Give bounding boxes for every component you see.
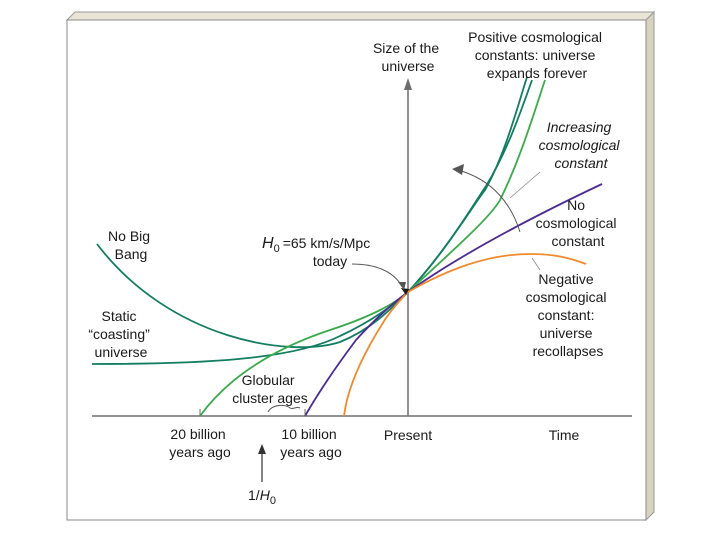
- label-line: cosmological: [526, 289, 607, 305]
- curve-no-lambda: [304, 183, 603, 417]
- tick-label-line: 10 billion: [281, 426, 336, 442]
- label-no-lambda: No cosmological constant: [536, 197, 621, 249]
- label-static-coasting: Static “coasting” universe: [88, 308, 153, 360]
- hubble-time-label: 1/H0: [248, 487, 276, 507]
- label-line: constants: universe: [475, 47, 596, 63]
- label-line: Negative: [538, 271, 593, 287]
- label-hubble-today: today: [313, 253, 347, 269]
- frame: [66, 19, 647, 521]
- h0-subscript: 0: [274, 243, 280, 255]
- label-line: “coasting”: [88, 326, 150, 342]
- label-line: cosmological: [539, 137, 621, 153]
- hubble-time-sub: 0: [270, 495, 276, 507]
- hubble-time-h: H: [260, 487, 271, 503]
- label-increasing-lambda: Increasing cosmological constant: [539, 119, 624, 171]
- label-positive-lambda: Positive cosmological constants: univers…: [468, 29, 606, 81]
- label-line: Static: [102, 308, 137, 324]
- label-globular-clusters: Globular cluster ages: [232, 372, 307, 406]
- label-line: constant: [552, 233, 605, 249]
- y-axis-arrowhead: [404, 78, 412, 90]
- label-line: universe: [540, 325, 593, 341]
- hubble-time-one-over: 1/: [248, 487, 260, 503]
- label-line: expands forever: [487, 65, 588, 81]
- frame-shadow-right: [645, 10, 655, 522]
- label-line: cluster ages: [232, 390, 307, 406]
- y-axis-label: Size of the universe: [373, 40, 443, 74]
- tick-label-20-billion: 20 billion years ago: [169, 426, 231, 460]
- tick-label-present: Present: [384, 427, 432, 443]
- hubble-time-arrowhead: [258, 444, 266, 454]
- label-line: universe: [95, 344, 148, 360]
- curve-negative-lambda: [343, 253, 587, 417]
- label-line: constant:: [538, 307, 595, 323]
- label-line: Globular: [242, 372, 295, 388]
- label-hubble-constant: H0 =65 km/s/Mpc: [262, 235, 370, 255]
- present-intersection-marker: [401, 288, 409, 295]
- increasing-arrow: [457, 169, 521, 233]
- label-line: Bang: [115, 246, 148, 262]
- tick-label-line: years ago: [169, 444, 231, 460]
- tick-label-line: years ago: [280, 444, 342, 460]
- negative-leader: [531, 257, 541, 271]
- tick-label-10-billion: 10 billion years ago: [280, 426, 342, 460]
- increasing-leader: [509, 171, 541, 199]
- x-axis-label: Time: [549, 427, 580, 443]
- label-line: cosmological: [536, 215, 617, 231]
- h0-pointer-arrowhead: [398, 282, 406, 290]
- label-line: recollapses: [533, 343, 604, 359]
- tick-label-line: 20 billion: [170, 426, 225, 442]
- label-no-big-bang: No Big Bang: [108, 228, 154, 262]
- label-line: No: [567, 197, 585, 213]
- label-line: constant: [555, 155, 609, 171]
- frame-shadow-top: [65, 11, 656, 21]
- h0-symbol: H: [262, 235, 274, 252]
- label-negative-lambda: Negative cosmological constant: universe…: [526, 271, 611, 359]
- h0-value: =65 km/s/Mpc: [283, 235, 371, 251]
- label-line: Increasing: [547, 119, 612, 135]
- increasing-arrowhead: [452, 164, 464, 175]
- label-line: Positive cosmological: [468, 29, 602, 45]
- globular-bracket: [267, 404, 301, 413]
- y-axis-label-line: universe: [382, 58, 435, 74]
- y-axis-label-line: Size of the: [373, 40, 439, 56]
- label-line: No Big: [108, 228, 150, 244]
